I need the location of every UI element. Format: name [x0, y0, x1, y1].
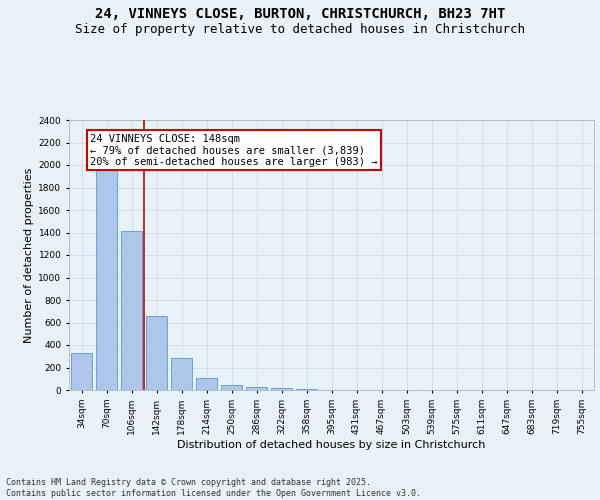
Bar [146, 316, 167, 390]
Bar [246, 386, 267, 390]
Bar [271, 388, 292, 390]
Bar [171, 358, 192, 390]
Bar [71, 354, 92, 390]
Bar [121, 231, 142, 390]
Text: 24 VINNEYS CLOSE: 148sqm
← 79% of detached houses are smaller (3,839)
20% of sem: 24 VINNEYS CLOSE: 148sqm ← 79% of detach… [90, 134, 378, 166]
Y-axis label: Number of detached properties: Number of detached properties [24, 168, 34, 342]
Bar [96, 166, 117, 390]
Bar [221, 385, 242, 390]
Text: 24, VINNEYS CLOSE, BURTON, CHRISTCHURCH, BH23 7HT: 24, VINNEYS CLOSE, BURTON, CHRISTCHURCH,… [95, 8, 505, 22]
Text: Contains HM Land Registry data © Crown copyright and database right 2025.
Contai: Contains HM Land Registry data © Crown c… [6, 478, 421, 498]
Bar [196, 378, 217, 390]
Text: Size of property relative to detached houses in Christchurch: Size of property relative to detached ho… [75, 22, 525, 36]
X-axis label: Distribution of detached houses by size in Christchurch: Distribution of detached houses by size … [178, 440, 485, 450]
